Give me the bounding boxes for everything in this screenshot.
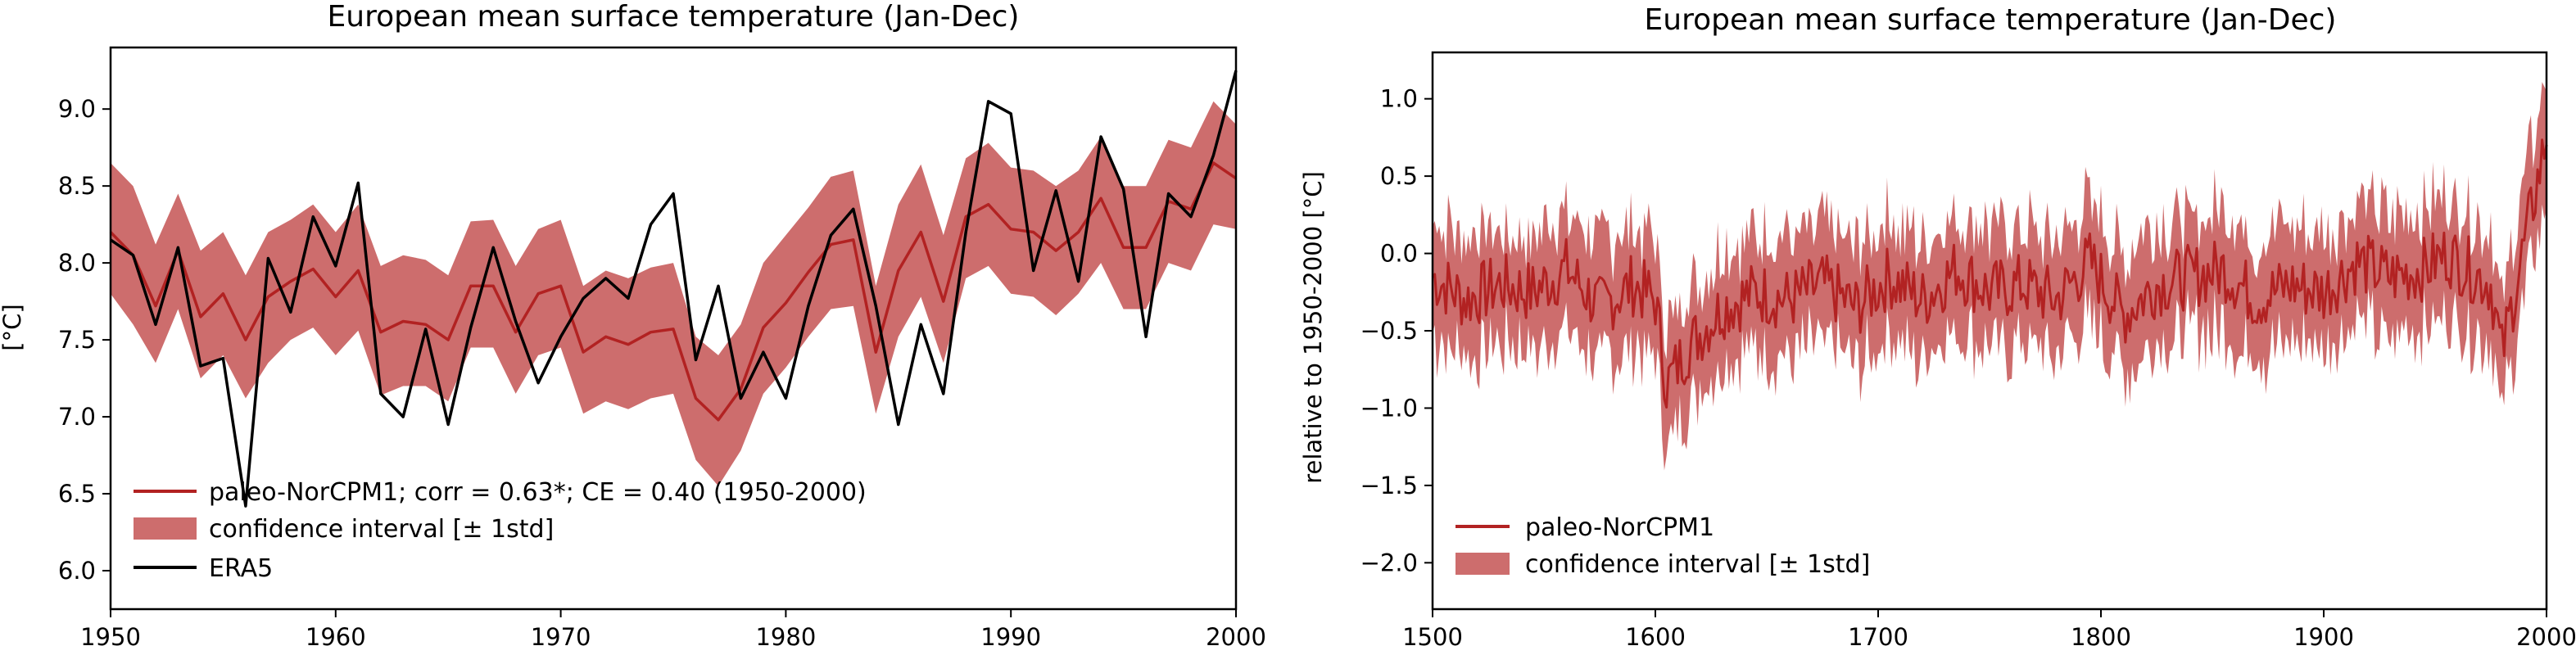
left-legend: paleo-NorCPM1; corr = 0.63*; CE = 0.40 (… bbox=[134, 478, 867, 583]
left-x-tick-label: 1990 bbox=[980, 623, 1041, 651]
right-chart-title: European mean surface temperature (Jan-D… bbox=[1645, 3, 2337, 37]
left-y-tick-label: 9.0 bbox=[58, 95, 96, 123]
left-axis-ticks: 1950 1960 1970 1980 1990 2000 6.0 6.5 7.0 7.5 8.0 8… bbox=[58, 95, 1266, 651]
left-confidence-band bbox=[111, 101, 1236, 486]
right-x-tick-label: 1900 bbox=[2293, 623, 2354, 651]
left-x-tick-label: 1970 bbox=[531, 623, 591, 651]
left-y-tick-label: 7.0 bbox=[58, 403, 96, 431]
right-y-tick-label: 0.0 bbox=[1380, 240, 1418, 268]
left-x-tick-label: 1980 bbox=[755, 623, 816, 651]
left-y-tick-label: 6.5 bbox=[58, 480, 96, 508]
legend-label-era5: ERA5 bbox=[209, 554, 273, 583]
right-model-line bbox=[1431, 138, 2548, 409]
right-x-tick-label: 1700 bbox=[1848, 623, 1908, 651]
right-x-tick-label: 1600 bbox=[1625, 623, 1686, 651]
right-y-tick-label: −1.0 bbox=[1360, 394, 1418, 422]
left-confidence-band-layer bbox=[111, 101, 1236, 486]
legend-label-confidence-interval: confidence interval [± 1std] bbox=[1525, 550, 1870, 579]
right-y-tick-label: 1.0 bbox=[1380, 85, 1418, 113]
right-legend: paleo-NorCPM1 confidence interval [± 1st… bbox=[1456, 513, 1870, 579]
left-plot-frame bbox=[109, 46, 1238, 611]
legend-label-paleo-norcpm1: paleo-NorCPM1 bbox=[1525, 513, 1714, 542]
left-series-lines-layer bbox=[109, 70, 1238, 508]
left-y-tick-label: 7.5 bbox=[58, 326, 96, 354]
right-x-tick-label: 1500 bbox=[1402, 623, 1463, 651]
right-confidence-band-layer bbox=[1433, 82, 2547, 471]
right-x-tick-label: 2000 bbox=[2516, 623, 2576, 651]
right-y-tick-label: −2.0 bbox=[1360, 549, 1418, 576]
right-series-lines-layer bbox=[1431, 138, 2548, 409]
left-y-tick-label: 6.0 bbox=[58, 557, 96, 585]
right-axis-ticks: 1500 1600 1700 1800 1900 2000 −2.0 −1.5 −1.0 −0.5… bbox=[1360, 85, 2576, 651]
left-chart-panel: European mean surface temperature (Jan-D… bbox=[0, 0, 1266, 651]
right-chart-panel: European mean surface temperature (Jan-D… bbox=[1299, 3, 2576, 651]
legend-label-paleo-norcpm1: paleo-NorCPM1; corr = 0.63*; CE = 0.40 (… bbox=[209, 478, 867, 507]
legend-label-confidence-interval: confidence interval [± 1std] bbox=[209, 515, 554, 544]
right-x-tick-label: 1800 bbox=[2071, 623, 2131, 651]
left-chart-title: European mean surface temperature (Jan-D… bbox=[328, 0, 1020, 34]
left-x-tick-label: 1960 bbox=[306, 623, 366, 651]
right-y-tick-label: 0.5 bbox=[1380, 162, 1418, 190]
left-x-tick-label: 1950 bbox=[80, 623, 141, 651]
right-y-tick-label: −0.5 bbox=[1360, 317, 1418, 345]
legend-swatch-confidence-interval bbox=[1456, 553, 1510, 575]
left-y-tick-label: 8.0 bbox=[58, 249, 96, 277]
left-era5-line bbox=[110, 70, 1238, 508]
right-y-axis-label: relative to 1950-2000 [°C] bbox=[1299, 171, 1327, 484]
right-confidence-band bbox=[1433, 82, 2547, 471]
legend-swatch-confidence-interval bbox=[134, 517, 197, 540]
left-y-axis-label: [°C] bbox=[0, 304, 26, 350]
left-y-tick-label: 8.5 bbox=[58, 172, 96, 200]
right-y-tick-label: −1.5 bbox=[1360, 472, 1418, 499]
left-x-tick-label: 2000 bbox=[1206, 623, 1266, 651]
